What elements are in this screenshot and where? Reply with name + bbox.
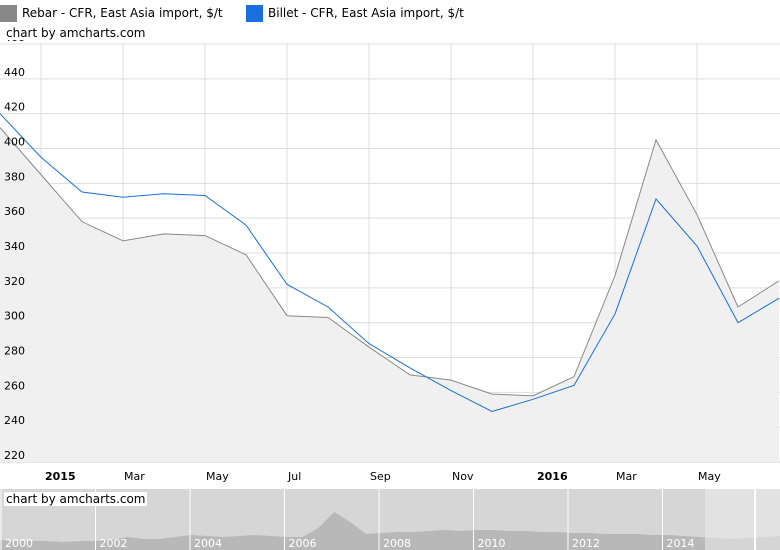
x-tick-label: 2016 bbox=[537, 470, 568, 483]
x-tick-label: Sep bbox=[370, 470, 391, 483]
y-tick-label: 300 bbox=[4, 310, 25, 323]
scrollbar-year-label: 2006 bbox=[289, 537, 317, 550]
legend-item-billet[interactable]: Billet - CFR, East Asia import, $/t bbox=[246, 4, 464, 22]
x-tick-label: May bbox=[698, 470, 721, 483]
series-layer bbox=[0, 113, 780, 462]
y-axis: 220240260280300320340360380400420440460 bbox=[4, 31, 25, 462]
y-tick-label: 360 bbox=[4, 205, 25, 218]
legend-swatch-rebar bbox=[0, 4, 17, 22]
legend: Rebar - CFR, East Asia import, $/t Bille… bbox=[0, 0, 780, 26]
chart-credit-scrollbar[interactable]: chart by amcharts.com bbox=[4, 492, 148, 506]
scrollbar-selection bbox=[705, 489, 780, 550]
y-tick-label: 440 bbox=[4, 66, 25, 79]
y-tick-label: 320 bbox=[4, 275, 25, 288]
scrollbar-year-label: 2002 bbox=[100, 537, 128, 550]
y-tick-label: 240 bbox=[4, 414, 25, 427]
legend-label-billet: Billet - CFR, East Asia import, $/t bbox=[268, 6, 464, 20]
series-area-0 bbox=[0, 127, 779, 462]
x-tick-label: Mar bbox=[124, 470, 145, 483]
y-tick-label: 400 bbox=[4, 136, 25, 149]
x-tick-label: Nov bbox=[452, 470, 474, 483]
scrollbar-year-label: 2014 bbox=[667, 537, 695, 550]
scrollbar-handle bbox=[754, 489, 756, 550]
x-tick-label: May bbox=[206, 470, 229, 483]
legend-label-rebar: Rebar - CFR, East Asia import, $/t bbox=[22, 6, 223, 20]
scrollbar-year-label: 2010 bbox=[478, 537, 506, 550]
y-tick-label: 420 bbox=[4, 101, 25, 114]
chart-credit-top[interactable]: chart by amcharts.com bbox=[4, 26, 148, 40]
y-tick-label: 340 bbox=[4, 240, 25, 253]
x-axis: 2015 Mar May Jul Sep Nov 2016 Mar May bbox=[45, 470, 721, 483]
y-tick-label: 260 bbox=[4, 379, 25, 392]
scrollbar-year-label: 2000 bbox=[5, 537, 33, 550]
legend-item-rebar[interactable]: Rebar - CFR, East Asia import, $/t bbox=[0, 4, 223, 22]
scrollbar-year-label: 2004 bbox=[194, 537, 222, 550]
y-tick-label: 280 bbox=[4, 345, 25, 358]
scrollbar-year-label: 2008 bbox=[383, 537, 411, 550]
series-line-1 bbox=[0, 113, 780, 413]
legend-swatch-billet bbox=[246, 4, 263, 22]
y-tick-label: 380 bbox=[4, 170, 25, 183]
y-tick-label: 220 bbox=[4, 449, 25, 462]
x-tick-label: Jul bbox=[287, 470, 301, 483]
scrollbar-overview-area bbox=[0, 512, 780, 550]
x-tick-label: 2015 bbox=[45, 470, 76, 483]
series-line-0 bbox=[0, 127, 780, 397]
x-tick-label: Mar bbox=[616, 470, 637, 483]
scrollbar-year-label: 2012 bbox=[572, 537, 600, 550]
